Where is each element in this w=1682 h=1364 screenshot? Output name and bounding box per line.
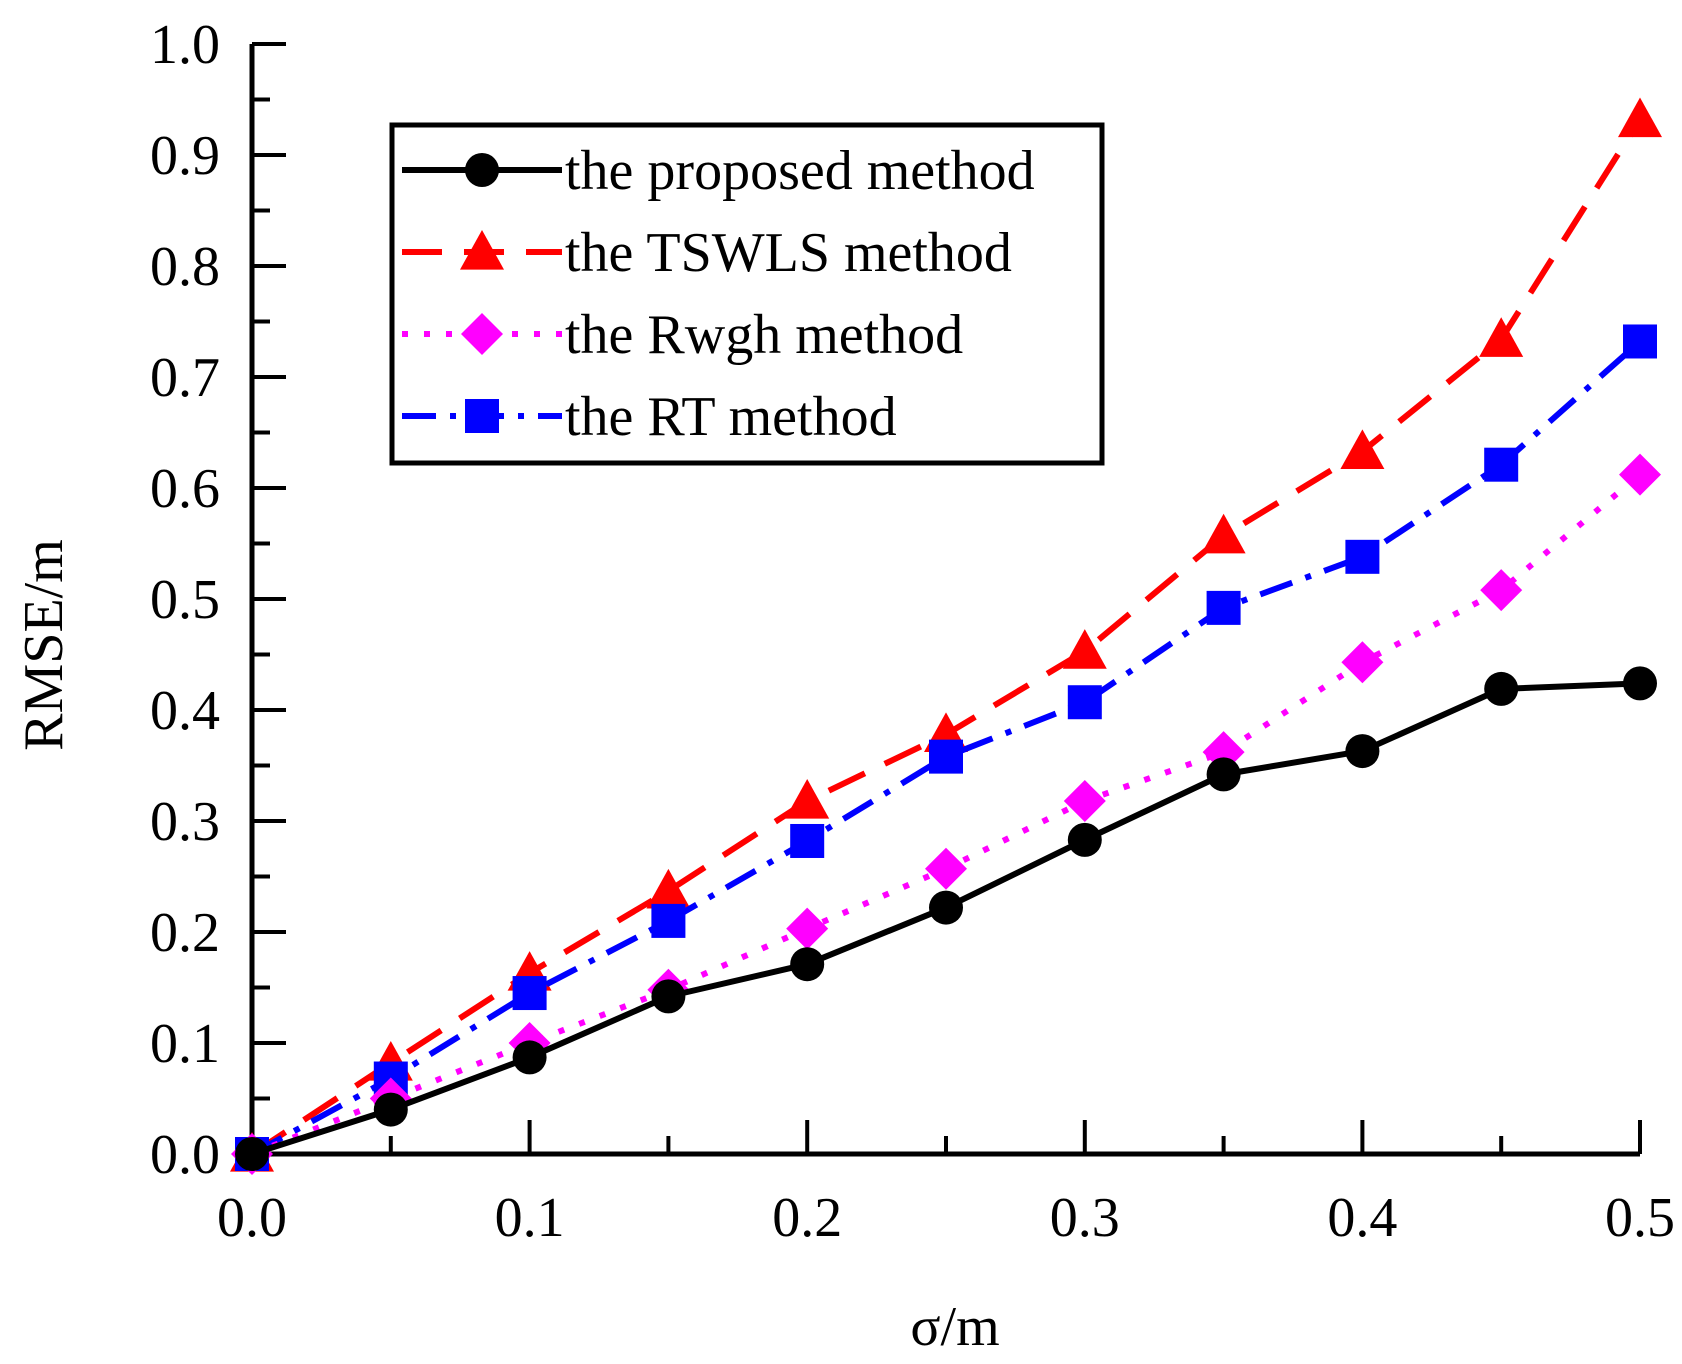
legend-swatch-marker: [461, 313, 503, 355]
data-point: [790, 947, 825, 982]
data-point: [512, 1040, 547, 1075]
data-point: [235, 1137, 269, 1171]
data-point: [651, 903, 686, 938]
data-point: [1062, 629, 1107, 669]
y-tick-label: 0.6: [150, 458, 220, 520]
data-point: [1480, 569, 1523, 612]
data-point: [1484, 447, 1519, 482]
legend-label: the proposed method: [565, 140, 1035, 202]
data-point: [1623, 666, 1657, 701]
x-tick-label: 0.2: [772, 1187, 842, 1249]
y-tick-label: 0.1: [150, 1013, 220, 1075]
y-tick-label: 0.7: [150, 347, 220, 409]
data-point: [1201, 513, 1246, 554]
data-point: [1341, 641, 1384, 684]
data-point: [929, 890, 963, 925]
data-point: [1206, 757, 1241, 792]
x-tick-label: 0.0: [217, 1187, 287, 1249]
legend-swatch-marker: [465, 399, 499, 433]
x-axis-title: σ/m: [910, 1296, 999, 1358]
legend-item: the TSWLS method: [402, 222, 1012, 284]
axes: 0.0 0.1 0.2 0.3 0.4 0.5 0.6 0.7 0.8 0.9 1.0 0.0 0.1 0…: [150, 14, 1675, 1249]
data-point: [1340, 429, 1385, 469]
legend-swatch-marker: [465, 153, 499, 187]
y-tick-label: 0.8: [150, 236, 220, 298]
y-tick-label: 0.3: [150, 791, 220, 853]
data-point: [651, 979, 686, 1014]
legend-swatch-marker: [460, 230, 504, 270]
y-axis-title: RMSE/m: [13, 539, 75, 751]
legend-label: the TSWLS method: [565, 222, 1012, 284]
legend-label: the Rwgh method: [565, 304, 963, 366]
data-point: [1063, 780, 1106, 823]
data-point: [1484, 671, 1519, 706]
x-tick-label: 0.5: [1605, 1187, 1675, 1249]
data-point: [1345, 539, 1380, 574]
legend: the proposed method the TSWLS method the R…: [389, 122, 1105, 466]
data-point: [1067, 822, 1102, 857]
y-tick-label: 1.0: [150, 14, 220, 76]
y-tick-label: 0.5: [150, 569, 220, 631]
x-tick-label: 0.1: [495, 1187, 565, 1249]
x-tick-label: 0.3: [1050, 1187, 1120, 1249]
data-point: [1345, 734, 1380, 769]
data-point: [790, 823, 825, 858]
series-line: [250, 472, 1642, 1157]
legend-item: the Rwgh method: [402, 304, 963, 366]
y-tick-label: 0.0: [150, 1124, 220, 1186]
legend-item: the RT method: [402, 386, 897, 448]
y-tick-label: 0.9: [150, 125, 220, 187]
data-point: [785, 779, 830, 819]
legend-item: the proposed method: [402, 140, 1035, 202]
series-the-proposed-method: [235, 666, 1657, 1171]
data-point: [786, 907, 829, 950]
series-the-rwgh-method: [231, 453, 1661, 1175]
legend-box: [389, 122, 1105, 466]
legend-label: the RT method: [565, 386, 897, 448]
data-point: [1623, 324, 1657, 359]
data-point: [1067, 685, 1102, 720]
data-point: [1479, 317, 1524, 357]
data-point: [373, 1092, 408, 1127]
y-tick-label: 0.4: [150, 680, 220, 742]
data-point: [512, 976, 547, 1011]
data-point: [1206, 590, 1241, 625]
x-tick-label: 0.4: [1327, 1187, 1397, 1249]
data-point: [929, 739, 963, 774]
data-point: [1619, 453, 1661, 496]
series-the-rt-method: [235, 324, 1657, 1171]
series-layer: [230, 97, 1662, 1175]
data-point: [646, 868, 691, 909]
y-tick-label: 0.2: [150, 902, 220, 964]
data-point: [925, 847, 967, 890]
data-point: [1618, 97, 1662, 138]
